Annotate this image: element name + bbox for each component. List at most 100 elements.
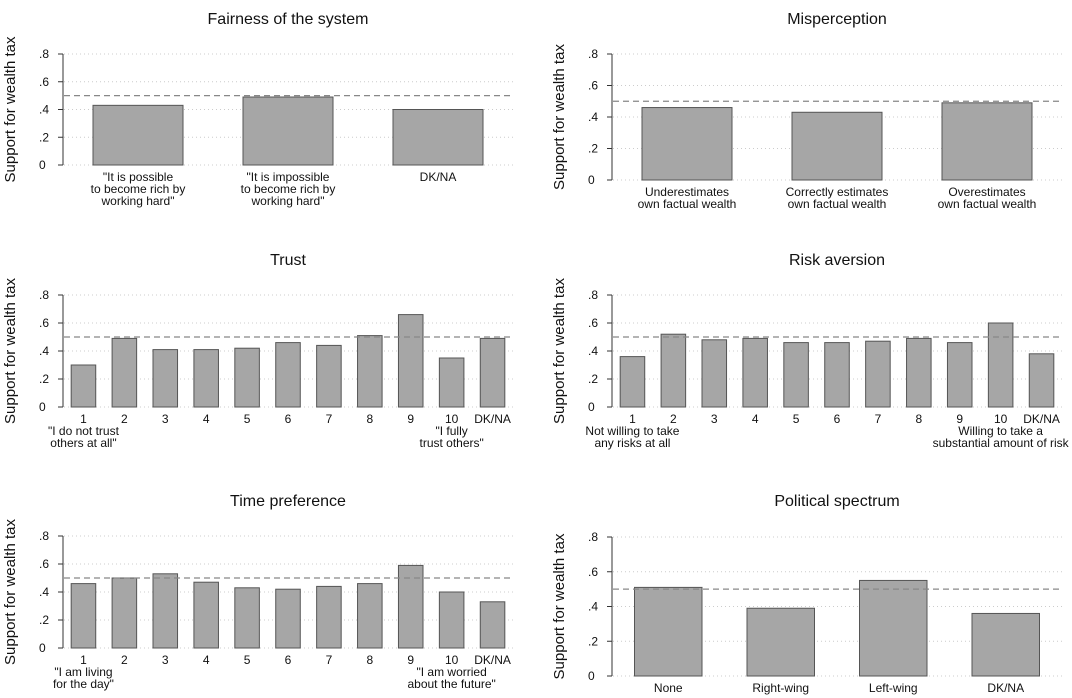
- x-tick-label: DK/NA: [1023, 412, 1060, 426]
- bar: [234, 347, 260, 408]
- y-tick-label: .2: [39, 372, 49, 386]
- bar: [438, 591, 465, 649]
- y-tick-label: .4: [39, 344, 49, 358]
- x-tick-label-line: 9: [407, 412, 414, 426]
- x-tick-label: 6: [834, 412, 841, 426]
- y-tick-label: .6: [588, 79, 598, 93]
- bar: [859, 579, 928, 677]
- x-tick-label: 3: [711, 412, 718, 426]
- x-tick-label-line: DK/NA: [474, 412, 511, 426]
- panel: Risk aversion Support for wealth tax 0 .2 .4…: [551, 252, 1070, 450]
- x-tick-label-line: for the day": [53, 677, 114, 691]
- x-tick-label: 7: [875, 412, 882, 426]
- x-tick-label: 6: [285, 412, 292, 426]
- y-tick-label: .2: [588, 634, 598, 648]
- bar: [824, 342, 850, 408]
- x-tick-label-line: 5: [244, 653, 251, 667]
- x-tick-label-line: substantial amount of risk: [933, 436, 1070, 450]
- y-tick-label: .8: [588, 47, 598, 61]
- y-tick-label: .4: [588, 344, 598, 358]
- bar: [746, 607, 815, 677]
- x-tick-label: 10 "I am worried about the future": [407, 653, 495, 691]
- bar: [92, 104, 184, 166]
- y-tick-label: .6: [588, 316, 598, 330]
- x-tick-label: 1 Not willing to take any risks at all: [585, 412, 679, 450]
- x-tick-label: 9: [407, 653, 414, 667]
- bar: [111, 577, 138, 649]
- y-axis-label: Support for wealth tax: [551, 278, 568, 424]
- x-tick-label: 3: [162, 412, 169, 426]
- y-axis-label: Support for wealth tax: [2, 519, 19, 665]
- x-tick-label-line: 3: [711, 412, 718, 426]
- chart-title: Misperception: [787, 11, 887, 28]
- x-tick-label: 8: [915, 412, 922, 426]
- y-tick-label: .4: [588, 600, 598, 614]
- y-tick-label: .2: [588, 372, 598, 386]
- bar: [660, 333, 687, 408]
- bar: [193, 349, 219, 408]
- x-tick-label-line: 1: [80, 412, 87, 426]
- x-tick-label: 5: [793, 412, 800, 426]
- chart-title: Risk aversion: [789, 252, 885, 269]
- bar: [397, 314, 424, 408]
- y-tick-label: 0: [39, 158, 46, 172]
- x-tick-label-line: "It is possible: [103, 170, 174, 184]
- y-tick-label: .8: [39, 47, 49, 61]
- chart-title: Fairness of the system: [208, 11, 369, 28]
- x-tick-label-line: others at all": [50, 436, 116, 450]
- x-tick-label: DK/NA: [474, 412, 511, 426]
- x-tick-label-line: DK/NA: [1023, 412, 1060, 426]
- y-axis-label: Support for wealth tax: [551, 533, 568, 679]
- y-tick-label: .6: [39, 75, 49, 89]
- bar: [946, 342, 973, 408]
- bar: [152, 349, 179, 408]
- y-tick-label: 0: [588, 669, 595, 683]
- bar: [70, 583, 97, 649]
- x-tick-label-line: 2: [670, 412, 677, 426]
- x-tick-label-line: 4: [203, 653, 210, 667]
- x-tick-label-line: 4: [752, 412, 759, 426]
- x-tick-label: 2: [121, 653, 128, 667]
- bar: [438, 357, 465, 408]
- x-tick-label-line: 10: [445, 412, 459, 426]
- x-tick-label: 2: [670, 412, 677, 426]
- x-tick-label: 7: [326, 412, 333, 426]
- x-tick-label: 8: [366, 653, 373, 667]
- x-tick-label-line: "I do not trust: [48, 424, 120, 438]
- x-tick-label-line: 4: [203, 412, 210, 426]
- y-tick-label: 0: [588, 173, 595, 187]
- bar: [193, 581, 219, 649]
- x-tick-label-line: 9: [956, 412, 963, 426]
- x-tick-label: 5: [244, 653, 251, 667]
- x-tick-label-line: own factual wealth: [638, 197, 737, 211]
- bar: [865, 340, 891, 408]
- x-tick-label-line: 8: [366, 653, 373, 667]
- bar: [479, 337, 506, 408]
- x-tick-label-line: "I fully: [435, 424, 467, 438]
- y-tick-label: .4: [39, 103, 49, 117]
- bar: [701, 339, 728, 408]
- x-tick-label: 3: [162, 653, 169, 667]
- y-axis-label: Support for wealth tax: [2, 36, 19, 182]
- bar: [783, 342, 809, 408]
- x-tick-label-line: 7: [875, 412, 882, 426]
- x-tick-label-line: working hard": [101, 194, 175, 208]
- x-tick-label-line: 2: [121, 653, 128, 667]
- y-tick-label: .8: [588, 530, 598, 544]
- x-tick-label-line: 5: [793, 412, 800, 426]
- chart-title: Time preference: [230, 493, 346, 510]
- y-axis-label: Support for wealth tax: [2, 278, 19, 424]
- x-tick-label-line: 9: [407, 653, 414, 667]
- y-tick-label: .4: [588, 110, 598, 124]
- bar: [316, 585, 342, 649]
- y-tick-label: .2: [39, 130, 49, 144]
- x-tick-label-line: Willing to take a: [958, 424, 1043, 438]
- x-tick-label-line: 5: [244, 412, 251, 426]
- x-tick-label-line: 7: [326, 653, 333, 667]
- x-tick-label: 9: [407, 412, 414, 426]
- x-tick-label: "It is possible to become rich by working …: [91, 170, 186, 208]
- panel: Fairness of the system Support for wealth…: [2, 11, 513, 208]
- x-tick-label: 1 "I do not trust others at all": [48, 412, 120, 450]
